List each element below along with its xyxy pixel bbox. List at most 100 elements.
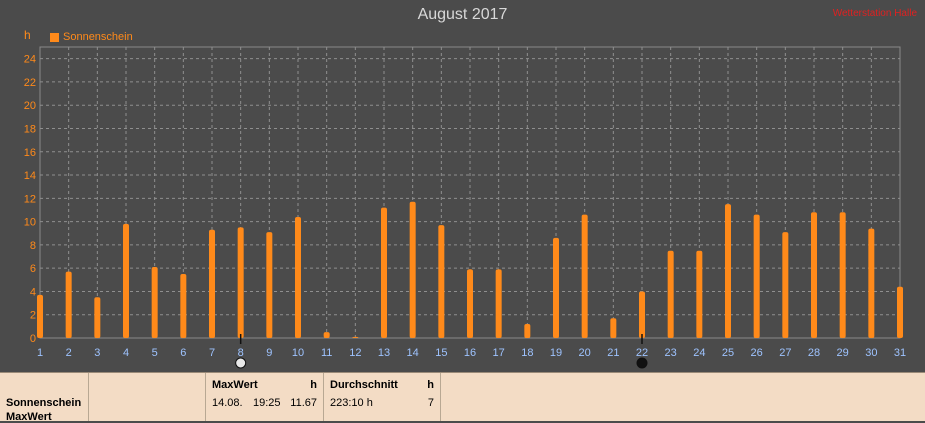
bar-day-27: [782, 232, 789, 338]
bar-day-20: [581, 214, 588, 338]
legend-label: Sonnenschein: [63, 31, 133, 43]
x-tick-label: 1: [37, 347, 43, 359]
legend[interactable]: Sonnenschein: [50, 31, 133, 43]
x-tick-label: 2: [66, 347, 72, 359]
bar-day-15: [438, 225, 445, 338]
x-tick-label: 31: [894, 347, 906, 359]
y-tick-label: 8: [30, 240, 36, 252]
x-tick-label: 8: [238, 347, 244, 359]
bar-day-30: [868, 228, 875, 338]
x-tick-label: 3: [94, 347, 100, 359]
x-tick-label: 21: [607, 347, 619, 359]
bar-day-31: [897, 286, 903, 338]
chart-area: August 2017 Wetterstation Halle h Sonnen…: [23, 6, 917, 369]
x-tick-label: 29: [837, 347, 849, 359]
chart-title: August 2017: [417, 6, 508, 23]
x-tick-label: 19: [550, 347, 562, 359]
bar-day-1: [37, 294, 43, 338]
bar-day-11: [323, 332, 330, 338]
y-tick-label: 6: [30, 263, 36, 275]
avg-column: Durchschnitt h 223:10 h 7: [323, 373, 441, 421]
bar-day-4: [123, 223, 129, 338]
row-label-sonnenschein: Sonnenschein: [6, 397, 82, 409]
bar-day-21: [610, 318, 617, 338]
max-header: MaxWert: [212, 379, 258, 391]
x-tick-label: 16: [464, 347, 476, 359]
bar-day-16: [467, 269, 473, 338]
x-tick-label: 15: [435, 347, 447, 359]
x-tick-label: 9: [266, 347, 272, 359]
bar-day-17: [495, 269, 502, 338]
x-tick-label: 24: [693, 347, 705, 359]
new-moon-icon: [636, 357, 648, 369]
avg-unit: h: [427, 379, 434, 391]
max-date: 14.08.: [212, 397, 243, 409]
bar-day-26: [753, 214, 760, 338]
y-tick-label: 4: [30, 286, 36, 298]
x-tick-label: 12: [349, 347, 361, 359]
y-tick-label: 22: [24, 77, 36, 89]
x-tick-label: 13: [378, 347, 390, 359]
summary-table: Sonnenschein MaxWert MaxWert h 14.08. 19…: [0, 372, 925, 423]
y-tick-label: 20: [24, 100, 36, 112]
x-tick-label: 10: [292, 347, 304, 359]
y-tick-label: 0: [30, 333, 36, 345]
x-tick-label: 25: [722, 347, 734, 359]
y-tick-label: 18: [24, 123, 36, 135]
max-column: MaxWert h 14.08. 19:25 11.67: [205, 373, 324, 421]
row-labels-column: Sonnenschein MaxWert: [0, 373, 89, 423]
x-tick-label: 18: [521, 347, 533, 359]
x-tick-label: 26: [751, 347, 763, 359]
bar-day-7: [209, 229, 215, 338]
avg-header: Durchschnitt: [330, 379, 398, 391]
x-tick-label: 6: [180, 347, 186, 359]
max-value: 11.67: [290, 397, 317, 409]
bar-day-29: [839, 212, 846, 338]
y-tick-label: 24: [24, 54, 36, 66]
y-unit-label: h: [24, 28, 31, 42]
x-tick-label: 5: [152, 347, 158, 359]
y-tick-label: 2: [30, 310, 36, 322]
empty-column: [88, 373, 206, 421]
x-tick-label: 7: [209, 347, 215, 359]
bar-day-5: [151, 266, 158, 338]
y-tick-label: 14: [24, 170, 36, 182]
bar-day-18: [524, 324, 531, 338]
legend-swatch: [50, 32, 59, 42]
bar-day-14: [409, 201, 416, 338]
bar-day-9: [266, 232, 273, 338]
bar-day-19: [553, 237, 559, 338]
bar-day-12: [352, 336, 359, 338]
x-tick-label: 11: [321, 347, 332, 359]
bar-day-23: [667, 250, 674, 338]
bar-day-8: [237, 227, 244, 338]
full-moon-icon: [235, 357, 247, 369]
bar-day-2: [65, 271, 72, 338]
bar-day-6: [180, 273, 187, 338]
bar-day-3: [94, 297, 101, 338]
x-tick-label: 30: [865, 347, 877, 359]
avg-total: 223:10 h: [330, 397, 373, 409]
x-tick-label: 4: [123, 347, 129, 359]
x-tick-label: 17: [493, 347, 505, 359]
bar-day-24: [696, 250, 703, 338]
bar-day-28: [811, 212, 817, 338]
x-tick-label: 20: [579, 347, 591, 359]
y-tick-label: 16: [24, 147, 36, 159]
station-label: Wetterstation Halle: [832, 8, 917, 19]
bar-day-25: [725, 204, 731, 338]
x-tick-label: 14: [407, 347, 419, 359]
x-tick-label: 22: [636, 347, 648, 359]
x-tick-label: 23: [665, 347, 677, 359]
max-time: 19:25: [253, 397, 281, 409]
avg-value: 7: [427, 397, 434, 409]
bar-day-22: [639, 291, 645, 338]
max-unit: h: [310, 379, 317, 391]
y-tick-label: 10: [24, 217, 36, 229]
bar-day-13: [381, 207, 387, 338]
y-tick-label: 12: [24, 193, 36, 205]
x-tick-label: 28: [808, 347, 820, 359]
row-label-maxwert: MaxWert: [6, 411, 52, 423]
bar-day-10: [295, 216, 301, 338]
